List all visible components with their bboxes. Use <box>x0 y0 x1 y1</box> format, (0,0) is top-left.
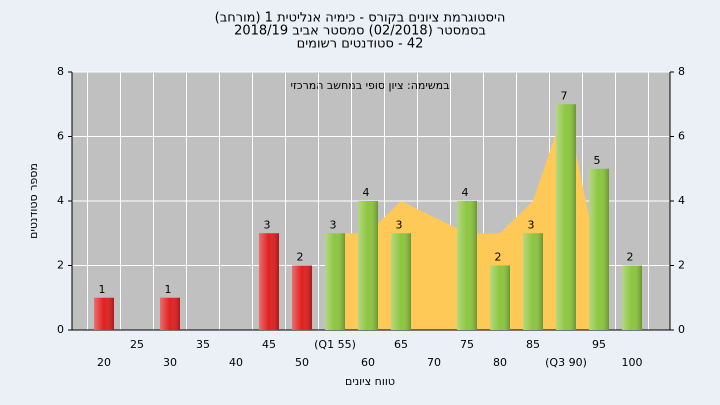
data-label: 3 <box>396 218 403 231</box>
data-label: 2 <box>297 251 304 264</box>
x-tick-label: 60 <box>361 356 375 369</box>
x-tick-label: 65 <box>394 338 408 351</box>
bar-shade <box>589 168 609 330</box>
data-label: 3 <box>528 218 535 231</box>
x-tick-label: 35 <box>196 338 210 351</box>
x-tick-label: 20 <box>97 356 111 369</box>
x-tick-label: (Q1 55) <box>314 338 356 351</box>
y-tick-label: 2 <box>57 259 64 272</box>
data-label: 1 <box>165 283 172 296</box>
x-tick-label: 95 <box>592 338 606 351</box>
data-label: 3 <box>330 218 337 231</box>
bar-shade <box>490 265 510 330</box>
bar-shade <box>391 233 411 330</box>
x-tick-label: 30 <box>163 356 177 369</box>
bar-shade <box>325 233 345 330</box>
data-label: 4 <box>462 186 469 199</box>
y-axis-title: מספר סטודנטים <box>27 163 40 239</box>
bar-shade <box>94 297 114 330</box>
bar-shade <box>160 297 180 330</box>
y2-tick-label: 2 <box>678 259 685 272</box>
chart-title: היסטוגרמת ציונים בקורס - כימיה אנליטית 1… <box>215 11 506 26</box>
x-tick-label: 75 <box>460 338 474 351</box>
x-axis-title: טווח ציונים <box>345 375 395 388</box>
y2-tick-label: 0 <box>678 323 685 336</box>
y-tick-label: 4 <box>57 194 64 207</box>
data-label: 2 <box>495 251 502 264</box>
bar-shade <box>556 104 576 330</box>
x-tick-label: 50 <box>295 356 309 369</box>
chart-subtitle: 42 - סטודנטים רשומים <box>297 37 424 52</box>
y-tick-label: 0 <box>57 323 64 336</box>
bar-shade <box>523 233 543 330</box>
x-tick-label: 100 <box>622 356 643 369</box>
x-tick-label: 70 <box>427 356 441 369</box>
y2-tick-label: 6 <box>678 130 685 143</box>
x-tick-label: 85 <box>526 338 540 351</box>
bar-shade <box>292 265 312 330</box>
y2-tick-label: 8 <box>678 65 685 78</box>
x-tick-label: 40 <box>229 356 243 369</box>
chart-subtitle: בסמסטר (02/2018) סמסטר אביב 2018/19 <box>234 24 486 39</box>
y-tick-label: 6 <box>57 130 64 143</box>
bar-shade <box>457 201 477 330</box>
annotation: במשימה: ציון סופי במחשב המרכזי <box>290 79 449 92</box>
x-tick-label: 80 <box>493 356 507 369</box>
bar-shade <box>259 233 279 330</box>
data-label: 5 <box>594 154 601 167</box>
x-tick-label: 25 <box>130 338 144 351</box>
x-tick-label: 45 <box>262 338 276 351</box>
y2-tick-label: 4 <box>678 194 685 207</box>
data-label: 3 <box>264 218 271 231</box>
data-label: 7 <box>561 89 568 102</box>
y-tick-label: 8 <box>57 65 64 78</box>
data-label: 4 <box>363 186 370 199</box>
bar-shade <box>358 201 378 330</box>
data-label: 2 <box>627 251 634 264</box>
x-tick-label: (Q3 90) <box>545 356 587 369</box>
data-label: 1 <box>99 283 106 296</box>
bar-shade <box>622 265 642 330</box>
